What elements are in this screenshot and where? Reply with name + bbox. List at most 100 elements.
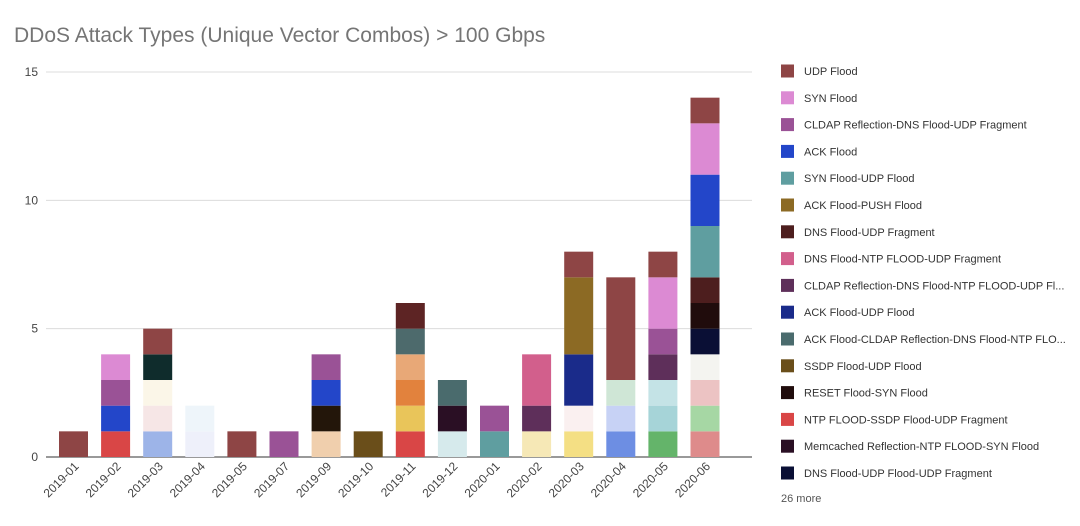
bar-stack-2020-02[interactable] [522, 354, 552, 457]
bar-segment[interactable] [185, 431, 215, 457]
legend-item[interactable]: CLDAP Reflection-DNS Flood-UDP Fragment [781, 118, 1027, 132]
bar-segment[interactable] [648, 277, 678, 329]
bar-segment[interactable] [606, 405, 636, 432]
legend-swatch [781, 91, 794, 105]
legend-item[interactable]: SYN Flood-UDP Flood [781, 171, 914, 186]
legend-item[interactable]: CLDAP Reflection-DNS Flood-NTP FLOOD-UDP… [781, 278, 1064, 293]
x-tick-label: 2019-09 [293, 459, 334, 500]
legend-item[interactable]: ACK Flood-CLDAP Reflection-DNS Flood-NTP… [781, 332, 1066, 347]
bar-segment[interactable] [269, 431, 299, 457]
bar-segment[interactable] [143, 405, 173, 432]
bar-segment[interactable] [395, 328, 425, 355]
bar-segment[interactable] [143, 431, 173, 457]
bar-stack-2019-01[interactable] [59, 431, 88, 457]
legend-item[interactable]: SYN Flood [781, 91, 857, 105]
legend-swatch [781, 252, 794, 266]
bar-segment[interactable] [564, 277, 594, 355]
bar-stack-2019-03[interactable] [143, 328, 173, 457]
bar-segment[interactable] [101, 431, 131, 457]
bar-segment[interactable] [564, 251, 594, 278]
bar-segment[interactable] [522, 354, 552, 406]
legend-item[interactable]: NTP FLOOD-SSDP Flood-UDP Fragment [781, 412, 1008, 427]
bar-stack-2020-05[interactable] [648, 251, 678, 457]
bar-segment[interactable] [395, 354, 425, 380]
bar-segment[interactable] [564, 354, 594, 406]
bar-segment[interactable] [143, 354, 173, 380]
bar-segment[interactable] [353, 431, 383, 457]
bar-segment[interactable] [185, 405, 215, 432]
bar-stack-2019-12[interactable] [437, 380, 467, 457]
bar-segment[interactable] [227, 431, 257, 457]
legend-item[interactable]: UDP Flood [781, 64, 858, 79]
bar-segment[interactable] [564, 405, 594, 432]
bar-stack-2019-04[interactable] [185, 405, 215, 457]
bar-segment[interactable] [690, 277, 720, 303]
legend-item[interactable]: ACK Flood [781, 144, 857, 159]
bar-segment[interactable] [480, 431, 509, 457]
bar-stack-2019-07[interactable] [269, 431, 299, 457]
bar-segment[interactable] [606, 277, 636, 380]
bar-segment[interactable] [437, 405, 467, 432]
bar-stack-2019-09[interactable] [311, 354, 341, 457]
bar-segment[interactable] [480, 405, 509, 432]
bar-segment[interactable] [143, 328, 173, 355]
bar-segment[interactable] [648, 431, 678, 457]
legend-item[interactable]: ACK Flood-PUSH Flood [781, 198, 922, 213]
bar-segment[interactable] [690, 431, 720, 457]
bar-segment[interactable] [648, 405, 678, 432]
bar-segment[interactable] [690, 405, 720, 432]
bar-stack-2020-01[interactable] [480, 405, 509, 457]
bar-segment[interactable] [437, 380, 467, 406]
bar-segment[interactable] [648, 380, 678, 406]
bar-stack-2020-03[interactable] [564, 251, 594, 457]
bar-segment[interactable] [143, 380, 173, 406]
bar-segment[interactable] [311, 354, 341, 380]
legend-item[interactable]: DNS Flood-UDP Fragment [781, 225, 935, 239]
bar-segment[interactable] [564, 431, 594, 457]
bar-segment[interactable] [690, 226, 720, 278]
bar-segment[interactable] [522, 431, 552, 457]
legend-item[interactable]: RESET Flood-SYN Flood [781, 386, 928, 400]
bar-segment[interactable] [395, 431, 425, 457]
bar-segment[interactable] [690, 123, 720, 175]
bar-segment[interactable] [395, 303, 425, 329]
bar-stack-2019-05[interactable] [227, 431, 257, 457]
legend-swatch [781, 412, 794, 426]
bar-segment[interactable] [606, 431, 636, 457]
bar-stack-2019-02[interactable] [101, 354, 131, 457]
bar-segment[interactable] [437, 431, 467, 457]
legend-item[interactable]: DNS Flood-NTP FLOOD-UDP Fragment [781, 252, 1001, 266]
legend-item[interactable]: SSDP Flood-UDP Flood [781, 359, 922, 373]
legend-swatch [781, 225, 794, 239]
bar-segment[interactable] [101, 380, 131, 406]
bar-segment[interactable] [690, 303, 720, 329]
bar-segment[interactable] [311, 405, 341, 432]
bar-stack-2019-11[interactable] [395, 303, 425, 457]
bar-segment[interactable] [648, 328, 678, 355]
bar-segment[interactable] [648, 354, 678, 380]
bar-segment[interactable] [311, 380, 341, 406]
x-axis: 2019-01 2019-02 2019-03 2019-04 2019-05 2019-… [41, 459, 714, 500]
bar-segment[interactable] [59, 431, 88, 457]
bar-segment[interactable] [101, 405, 131, 432]
bar-segment[interactable] [395, 405, 425, 432]
bar-segment[interactable] [395, 380, 425, 406]
x-tick-label: 2019-02 [83, 459, 124, 500]
bar-segment[interactable] [690, 97, 720, 124]
bar-segment[interactable] [101, 354, 131, 380]
legend-item[interactable]: ACK Flood-UDP Flood [781, 305, 914, 320]
bar-stack-2019-10[interactable] [353, 431, 383, 457]
bar-stack-2020-04[interactable] [606, 277, 636, 457]
bar-segment[interactable] [690, 328, 720, 355]
bar-segment[interactable] [311, 431, 341, 457]
legend-more-link[interactable]: 26 more [781, 493, 821, 505]
bar-segment[interactable] [690, 354, 720, 380]
bar-segment[interactable] [648, 251, 678, 278]
legend-item[interactable]: Memcached Reflection-NTP FLOOD-SYN Flood [781, 439, 1039, 454]
legend-item[interactable]: DNS Flood-UDP Flood-UDP Fragment [781, 466, 992, 481]
bar-segment[interactable] [690, 174, 720, 226]
bar-segment[interactable] [606, 380, 636, 406]
bar-segment[interactable] [690, 380, 720, 406]
bar-segment[interactable] [522, 405, 552, 432]
bar-stack-2020-06[interactable] [690, 97, 720, 457]
